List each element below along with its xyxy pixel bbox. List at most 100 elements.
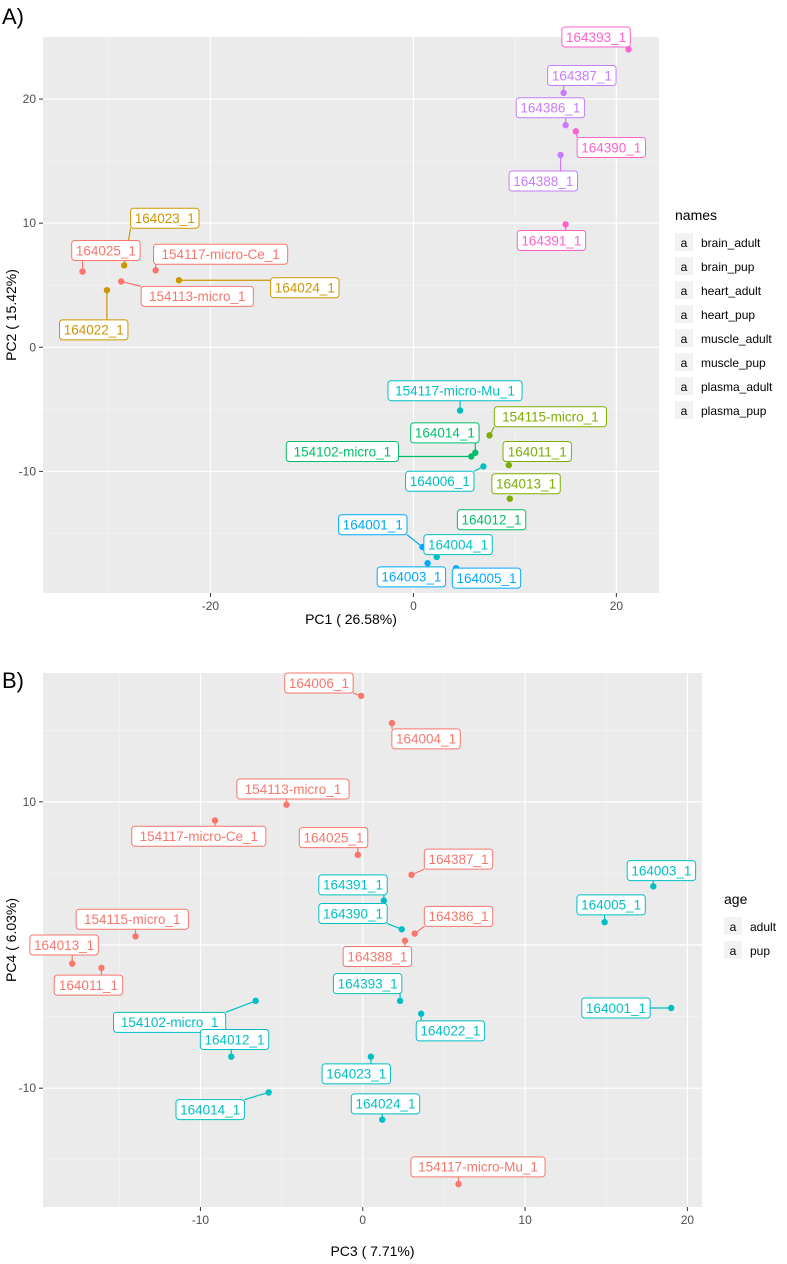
point-label: 164006_1 xyxy=(289,676,349,691)
label-box xyxy=(516,230,587,252)
label-box xyxy=(626,860,697,882)
label-box xyxy=(59,319,129,341)
legend-key xyxy=(675,281,693,299)
data-point xyxy=(472,449,479,456)
label-box xyxy=(415,1020,486,1042)
legend-title: names xyxy=(675,207,717,223)
label-box xyxy=(71,239,141,261)
label-box xyxy=(491,473,561,495)
legend-marker: a xyxy=(681,404,688,418)
point-label: 164388_1 xyxy=(513,174,573,189)
legend-entry: brain_pup xyxy=(701,260,755,274)
point-label: 164023_1 xyxy=(135,211,195,226)
point-label: 164003_1 xyxy=(631,863,691,878)
label-box xyxy=(502,441,572,463)
label-box xyxy=(236,778,350,800)
legend-marker: a xyxy=(681,332,688,346)
label-box xyxy=(456,509,527,531)
point-label: 164011_1 xyxy=(508,444,567,459)
point-label: 164393_1 xyxy=(338,976,398,991)
x-tick-label: 10 xyxy=(518,1213,532,1227)
point-label: 164001_1 xyxy=(343,518,403,533)
label-box xyxy=(199,1028,270,1050)
legend-entry: adult xyxy=(750,920,777,934)
point-label: 164391_1 xyxy=(323,878,383,893)
label-box xyxy=(113,1011,227,1033)
y-axis-title: PC2 ( 15.42%) xyxy=(3,269,19,361)
data-point xyxy=(480,463,487,470)
legend-entry: plasma_adult xyxy=(701,380,773,394)
point-label: 164003_1 xyxy=(381,570,441,585)
label-connector xyxy=(225,1000,256,1013)
legend-marker: a xyxy=(681,308,688,322)
point-label: 164013_1 xyxy=(34,938,94,953)
y-tick-label: -10 xyxy=(19,1081,37,1095)
x-axis-title: PC3 ( 7.71%) xyxy=(330,1243,414,1259)
legend-entry: plasma_pup xyxy=(701,404,767,418)
label-box xyxy=(451,567,522,589)
point-label: 164012_1 xyxy=(462,513,522,528)
data-point xyxy=(69,960,76,967)
data-point xyxy=(228,1053,235,1060)
point-label: 154113-micro_1 xyxy=(149,289,246,304)
data-point xyxy=(98,964,105,972)
label-box xyxy=(175,1099,245,1121)
legend-key xyxy=(724,917,742,935)
point-label: 164004_1 xyxy=(428,537,488,552)
label-box xyxy=(410,422,480,444)
label-box xyxy=(332,973,403,995)
legend-key xyxy=(675,377,693,395)
label-box xyxy=(338,514,408,536)
point-label: 164390_1 xyxy=(581,140,641,155)
point-label: 164005_1 xyxy=(581,898,641,913)
y-tick-label: 20 xyxy=(23,92,37,106)
y-tick-label: -10 xyxy=(19,464,37,478)
x-tick-label: 0 xyxy=(410,599,417,613)
x-axis-title: PC1 ( 26.58%) xyxy=(305,611,397,627)
label-box xyxy=(130,207,200,229)
point-label: 154117-micro-Mu_1 xyxy=(395,384,515,399)
y-tick-label: 10 xyxy=(23,216,37,230)
data-point xyxy=(357,692,365,700)
data-point xyxy=(456,407,464,414)
legend-marker: a xyxy=(681,260,688,274)
label-connector xyxy=(244,1091,269,1101)
point-label: 164012_1 xyxy=(204,1032,264,1047)
point-label: 164390_1 xyxy=(323,906,383,921)
data-point xyxy=(117,278,125,285)
data-point xyxy=(367,1053,375,1060)
point-label: 164022_1 xyxy=(64,323,124,338)
legend-marker: a xyxy=(681,236,688,250)
data-point xyxy=(120,262,128,269)
legend-entry: heart_adult xyxy=(701,284,762,298)
label-box xyxy=(387,380,523,402)
legend-key xyxy=(675,401,693,419)
legend-marker: a xyxy=(730,920,737,934)
label-box xyxy=(318,903,388,925)
point-label: 164024_1 xyxy=(355,1097,415,1112)
legend-entry: muscle_pup xyxy=(701,356,766,370)
label-box xyxy=(576,894,646,916)
label-box xyxy=(423,534,493,556)
data-point xyxy=(411,930,418,937)
data-point xyxy=(506,495,514,502)
label-box xyxy=(391,728,461,750)
label-box xyxy=(581,997,651,1019)
data-point xyxy=(211,817,219,824)
label-box xyxy=(547,64,617,86)
data-point xyxy=(562,121,569,129)
label-box xyxy=(405,470,475,492)
panel-letter: A) xyxy=(2,4,24,29)
label-box xyxy=(508,170,579,192)
panel-a: A) -20 0 20 -10 0 10 20 PC1 ( 26.58%) PC2 ( 15.42… xyxy=(2,4,773,627)
point-label: 164001_1 xyxy=(586,1001,646,1016)
panel-letter: B) xyxy=(2,668,24,693)
label-box xyxy=(493,406,608,428)
label-connector xyxy=(120,280,142,287)
label-box xyxy=(270,277,340,299)
point-label: 154117-micro-Mu_1 xyxy=(418,1160,538,1175)
label-box xyxy=(321,1063,391,1085)
legend-key xyxy=(675,257,693,275)
